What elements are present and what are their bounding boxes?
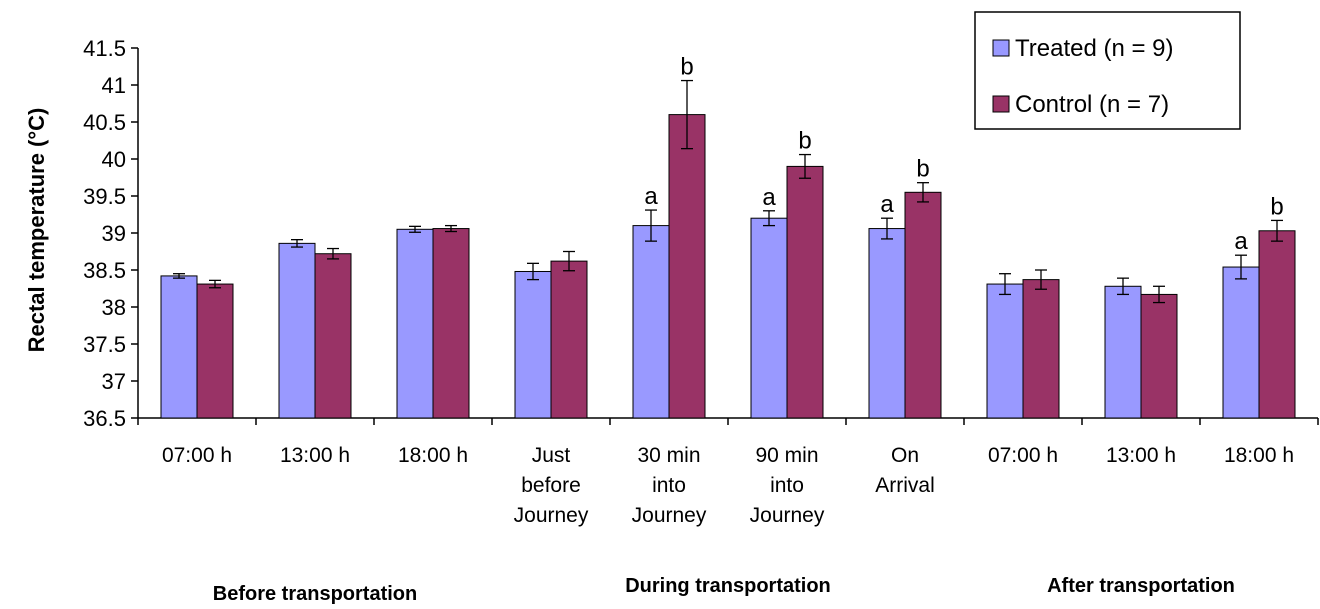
category-label-line: Journey <box>632 504 707 527</box>
y-axis: 36.5 37 37.5 38 38.5 39 39.5 40 40.5 41 41.5 <box>83 36 139 431</box>
category-label: 18:00 h <box>398 444 468 467</box>
significance-label: a <box>644 183 658 210</box>
y-tick-label: 38 <box>102 295 126 320</box>
category-label-line: 13:00 h <box>1106 444 1176 467</box>
x-axis <box>137 417 1319 425</box>
bar-control <box>196 283 234 419</box>
category-label: 13:00 h <box>280 444 350 467</box>
legend: Treated (n = 9) Control (n = 7) <box>974 11 1241 130</box>
bar-control <box>550 260 588 419</box>
bar-control <box>1022 279 1060 419</box>
category-label: 18:00 h <box>1224 444 1294 467</box>
significance-label: b <box>798 128 811 155</box>
significance-label: a <box>762 184 776 211</box>
bar-treated <box>986 283 1024 419</box>
error-bars <box>173 79 1283 304</box>
legend-swatch-control <box>992 95 1010 113</box>
category-label-line: 18:00 h <box>1224 444 1294 467</box>
y-tick-label: 37 <box>102 369 126 394</box>
legend-label-treated: Treated (n = 9) <box>1015 35 1174 62</box>
category-label-line: Arrival <box>875 474 935 497</box>
y-tick-label: 41 <box>102 73 126 98</box>
category-label-line: 07:00 h <box>988 444 1058 467</box>
bar-control <box>1258 230 1296 419</box>
category-label-line: Journey <box>750 504 825 527</box>
significance-label: b <box>916 156 929 183</box>
group-label: After transportation <box>1047 575 1235 597</box>
category-label: 07:00 h <box>162 444 232 467</box>
bars <box>160 114 1296 419</box>
y-tick-label: 39.5 <box>83 184 126 209</box>
bar-treated <box>750 217 788 419</box>
legend-label-control: Control (n = 7) <box>1015 91 1169 118</box>
bar-control <box>668 114 706 419</box>
bar-treated <box>868 228 906 419</box>
category-label-line: Just <box>532 444 571 467</box>
category-label-line: into <box>652 474 686 497</box>
category-label-line: 13:00 h <box>280 444 350 467</box>
y-tick-label: 37.5 <box>83 332 126 357</box>
significance-label: a <box>880 191 894 218</box>
category-label-line: 18:00 h <box>398 444 468 467</box>
y-tick-label: 40 <box>102 147 126 172</box>
category-label-line: 90 min <box>755 444 818 467</box>
y-tick-label: 36.5 <box>83 406 126 431</box>
category-label-line: On <box>891 444 919 467</box>
category-label-line: Journey <box>514 504 589 527</box>
category-label-line: into <box>770 474 804 497</box>
bar-treated <box>160 275 198 419</box>
significance-label: b <box>680 54 693 81</box>
bar-control <box>786 165 824 419</box>
bar-control <box>432 228 470 419</box>
significance-label: a <box>1234 228 1248 255</box>
group-label: During transportation <box>625 575 831 597</box>
y-tick-label: 41.5 <box>83 36 126 61</box>
category-label-line: before <box>521 474 581 497</box>
legend-box <box>974 11 1241 130</box>
category-label: 30 min into Journey <box>632 444 707 527</box>
y-tick-label: 39 <box>102 221 126 246</box>
category-label: Just before Journey <box>514 444 589 527</box>
y-axis-label: Rectal temperature (°C) <box>24 108 49 353</box>
category-label: 90 min into Journey <box>750 444 825 527</box>
category-label: On Arrival <box>875 444 935 497</box>
bar-treated <box>278 242 316 419</box>
category-label: 07:00 h <box>988 444 1058 467</box>
group-label: Before transportation <box>213 583 417 605</box>
bar-treated <box>1222 266 1260 419</box>
legend-swatch-treated <box>992 39 1010 57</box>
y-tick-label: 40.5 <box>83 110 126 135</box>
bar-treated <box>632 225 670 419</box>
bar-control <box>314 253 352 419</box>
bar-control <box>1140 293 1178 419</box>
group-labels: Before transportation During transportati… <box>213 575 1235 605</box>
category-label-line: 30 min <box>637 444 700 467</box>
bar-control <box>904 191 942 419</box>
category-label-line: 07:00 h <box>162 444 232 467</box>
bar-treated <box>514 270 552 419</box>
category-label: 13:00 h <box>1106 444 1176 467</box>
y-tick-label: 38.5 <box>83 258 126 283</box>
category-labels: 07:00 h 13:00 h 18:00 h Just before Journey30… <box>162 444 1294 527</box>
significance-label: b <box>1270 193 1283 220</box>
bar-treated <box>1104 285 1142 419</box>
bar-treated <box>396 228 434 419</box>
